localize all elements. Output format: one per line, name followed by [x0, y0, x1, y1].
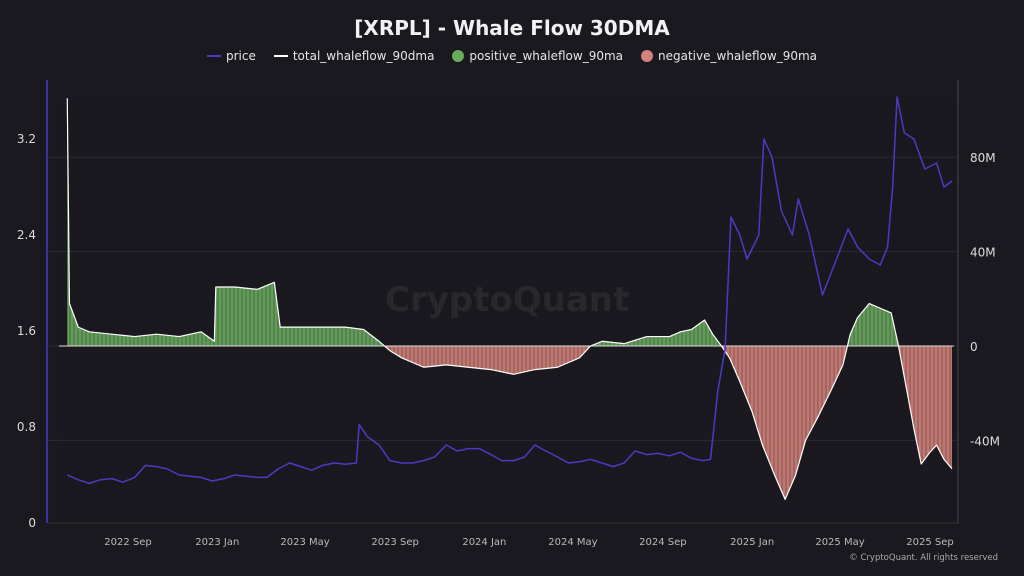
legend-item-negative[interactable]: negative_whaleflow_90ma [641, 49, 817, 63]
x-tick-label: 2024 May [548, 537, 597, 548]
right-tick-label: 80M [970, 151, 996, 165]
legend-line-icon [206, 55, 221, 57]
watermark: CryptoQuant [385, 280, 630, 320]
x-tick-label: 2023 Jan [195, 537, 239, 548]
right-tick-label: 40M [970, 246, 996, 260]
legend-item-price[interactable]: price [206, 49, 256, 63]
legend-line-icon [273, 55, 288, 57]
x-tick-label: 2023 May [280, 537, 329, 548]
legend-label: positive_whaleflow_90ma [469, 49, 624, 63]
x-tick-label: 2024 Jan [462, 537, 506, 548]
left-tick-label: 0 [28, 516, 36, 530]
legend-label: price [225, 49, 256, 63]
legend-item-total[interactable]: total_whaleflow_90dma [273, 49, 435, 63]
total-whaleflow-line [66, 98, 953, 500]
legend-item-positive[interactable]: positive_whaleflow_90ma [452, 49, 623, 63]
price-line [66, 96, 953, 485]
right-tick-label: -40M [970, 434, 1000, 448]
left-tick-label: 2.4 [17, 228, 36, 242]
x-tick-label: 2025 Sep [906, 537, 953, 548]
x-tick-label: 2025 Jan [730, 537, 774, 548]
x-tick-label: 2025 May [815, 537, 864, 548]
x-tick-label: 2023 Sep [371, 537, 418, 548]
x-tick-label: 2022 Sep [104, 537, 151, 548]
legend-dot-icon [641, 50, 654, 62]
right-tick-label: 0 [970, 340, 978, 354]
x-tick-label: 2024 Sep [639, 537, 686, 548]
negative-whaleflow-area [67, 346, 952, 500]
left-tick-label: 0.8 [17, 420, 36, 434]
legend-label: total_whaleflow_90dma [292, 49, 435, 63]
legend-dot-icon [452, 50, 465, 62]
left-tick-label: 1.6 [17, 324, 36, 338]
chart-title: [XRPL] - Whale Flow 30DMA [354, 16, 670, 40]
copyright: © CryptoQuant. All rights reserved [849, 553, 998, 563]
positive-whaleflow-area [67, 98, 952, 346]
left-tick-label: 3.2 [17, 132, 36, 146]
legend-label: negative_whaleflow_90ma [658, 49, 818, 63]
legend: price total_whaleflow_90dma positive_wha… [0, 49, 1024, 63]
